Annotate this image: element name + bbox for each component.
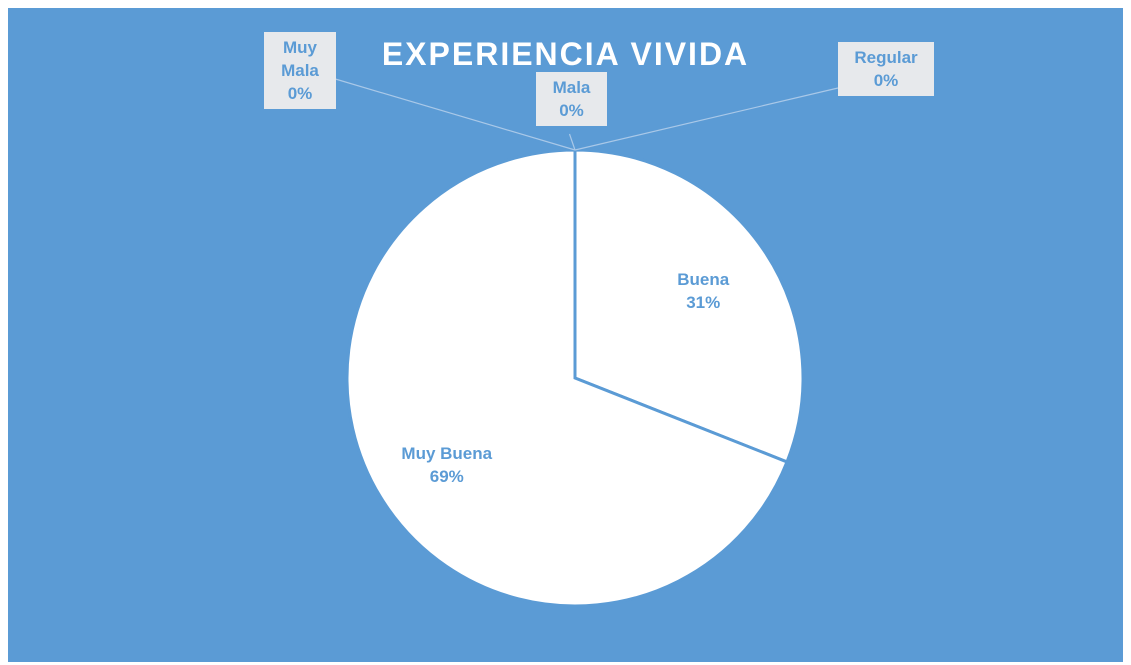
label-category: Regular [854, 48, 918, 67]
label-category: Buena [677, 269, 730, 289]
data-label: Regular 0% [838, 42, 934, 96]
label-category: Mala [552, 78, 591, 97]
label-category: Muy Mala [281, 38, 319, 80]
leader-line [574, 87, 839, 151]
label-value: 0% [287, 84, 313, 103]
leader-line [331, 77, 576, 151]
leader-line [568, 133, 576, 151]
chart-title: EXPERIENCIA VIVIDA [381, 36, 750, 72]
data-label: Mala 0% [536, 72, 607, 126]
label-value: 0% [873, 71, 899, 90]
data-label: Muy Buena 69% [377, 442, 517, 488]
label-value: 31% [686, 292, 721, 312]
pie-slice [573, 148, 805, 464]
label-category: Muy Buena [401, 444, 493, 464]
data-label: Muy Mala 0% [264, 32, 336, 109]
pie-slice [345, 148, 789, 608]
label-value: 0% [559, 101, 584, 120]
label-value: 69% [429, 467, 464, 487]
data-label: Buena 31% [633, 268, 773, 314]
